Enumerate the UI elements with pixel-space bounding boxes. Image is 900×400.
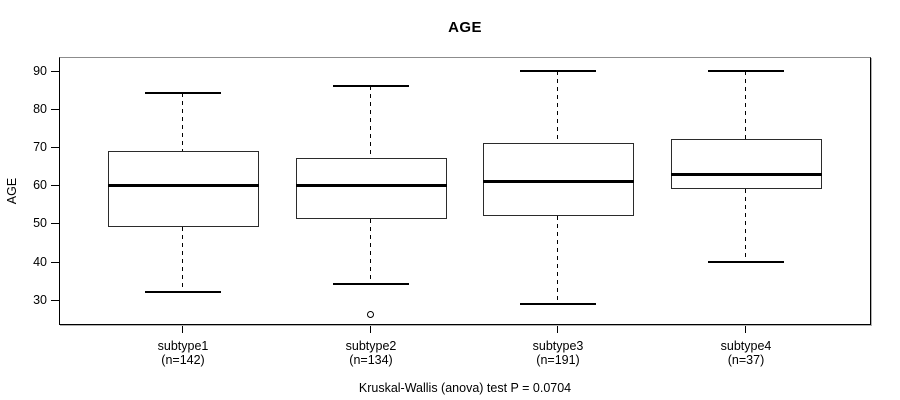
lower-whisker (182, 227, 183, 292)
y-tick-label: 50 (33, 216, 47, 230)
y-tick-label: 30 (33, 293, 47, 307)
whisker-cap-bottom (708, 261, 784, 263)
x-axis-sublabel: (n=134) (349, 353, 393, 367)
y-tick-label: 90 (33, 64, 47, 78)
y-tick (51, 147, 59, 148)
y-tick (51, 71, 59, 72)
statistical-test-caption: Kruskal-Wallis (anova) test P = 0.0704 (358, 381, 572, 395)
x-axis-sublabel: (n=142) (161, 353, 205, 367)
whisker-cap-top (145, 92, 221, 94)
lower-whisker (557, 216, 558, 304)
iqr-box (296, 158, 447, 219)
x-axis-sublabel: (n=37) (727, 353, 765, 367)
upper-whisker (370, 86, 371, 158)
x-axis-label: subtype2 (345, 339, 397, 353)
iqr-box (483, 143, 634, 216)
y-tick-label: 80 (33, 102, 47, 116)
x-tick (745, 326, 746, 333)
y-tick (51, 223, 59, 224)
median-line (671, 173, 822, 176)
y-tick (51, 109, 59, 110)
x-tick (182, 326, 183, 333)
lower-whisker (370, 219, 371, 284)
x-axis-label: subtype1 (157, 339, 209, 353)
iqr-box (108, 151, 259, 227)
whisker-cap-top (708, 70, 784, 72)
median-line (483, 180, 634, 183)
y-tick-label: 70 (33, 140, 47, 154)
plot-frame (59, 57, 871, 325)
lower-whisker (745, 189, 746, 262)
upper-whisker (745, 71, 746, 139)
whisker-cap-top (520, 70, 596, 72)
x-tick (370, 326, 371, 333)
upper-whisker (557, 71, 558, 143)
whisker-cap-bottom (520, 303, 596, 305)
upper-whisker (182, 93, 183, 151)
whisker-cap-bottom (333, 283, 409, 285)
x-axis-sublabel: (n=191) (536, 353, 580, 367)
y-tick-label: 60 (33, 178, 47, 192)
whisker-cap-bottom (145, 291, 221, 293)
y-tick (51, 262, 59, 263)
x-axis-label: subtype3 (532, 339, 584, 353)
outlier-point (367, 311, 374, 318)
median-line (108, 184, 259, 187)
x-tick (557, 326, 558, 333)
iqr-box (671, 139, 822, 189)
chart-title: AGE (448, 19, 482, 36)
y-tick (51, 300, 59, 301)
x-axis-label: subtype4 (720, 339, 772, 353)
whisker-cap-top (333, 85, 409, 87)
y-tick (51, 185, 59, 186)
median-line (296, 184, 447, 187)
y-tick-label: 40 (33, 255, 47, 269)
